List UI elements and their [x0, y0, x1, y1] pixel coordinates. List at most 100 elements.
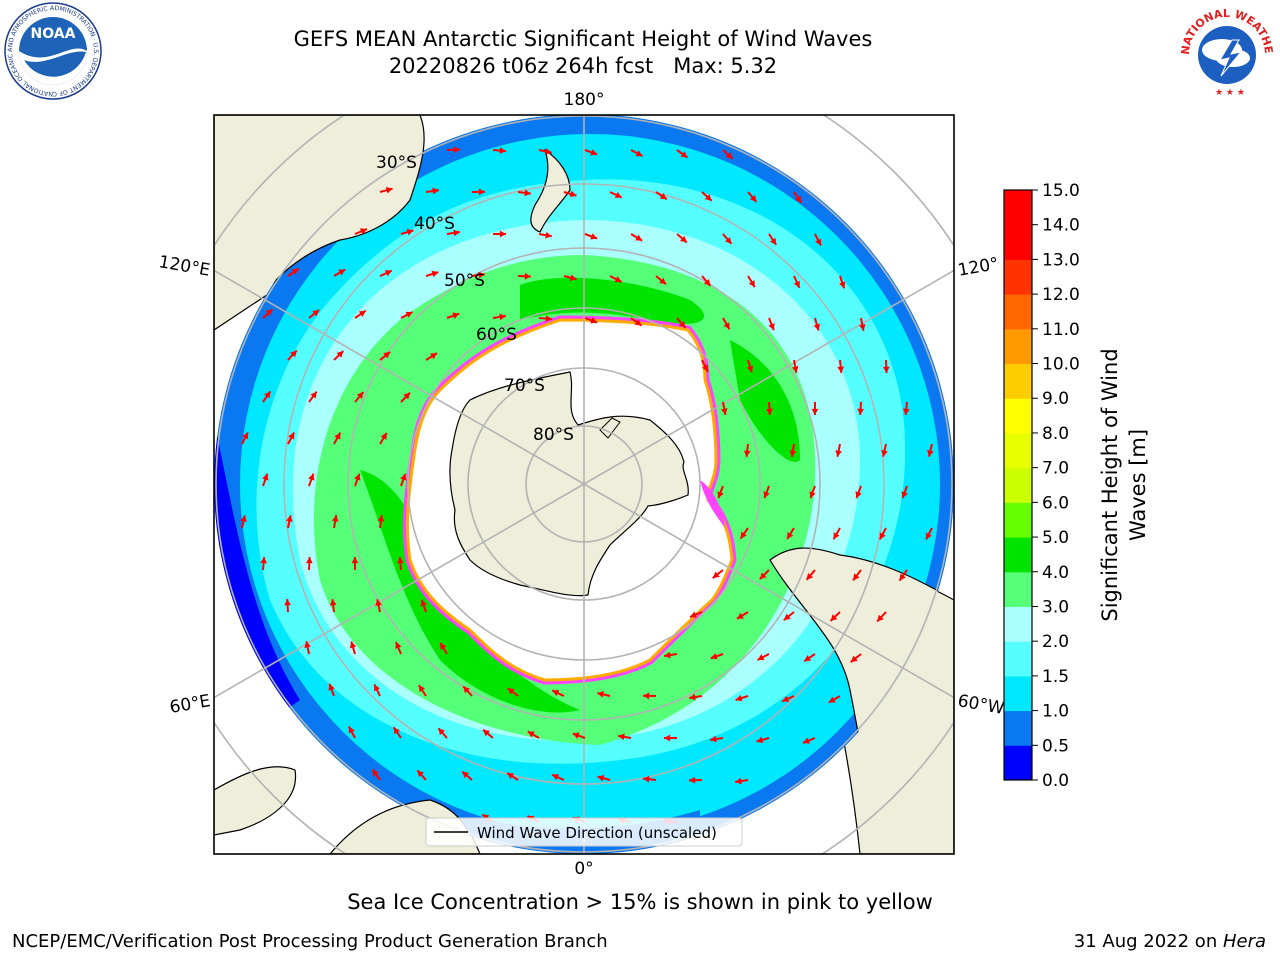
new-zealand — [530, 148, 571, 233]
wave-arrow-head — [499, 147, 506, 154]
wave-arrow-head — [835, 450, 842, 457]
wave-arrow-head — [462, 771, 469, 779]
wave-arrow-head — [710, 653, 718, 660]
wave-arrow-head — [524, 189, 531, 197]
wave-arrow-head — [717, 491, 724, 499]
colorbar-tick-label: 4.0 — [1042, 563, 1069, 583]
wave-arrow-head — [634, 319, 642, 326]
wave-arrow-head — [757, 654, 765, 661]
wave-arrow-head — [689, 611, 697, 618]
wave-arrow-head — [395, 642, 402, 649]
wave-arrow-head — [354, 473, 361, 481]
wave-arrow-head — [837, 366, 845, 373]
colorbar-cell — [1004, 224, 1032, 260]
wave-arrow-head — [850, 655, 858, 663]
wave-arrow-head — [420, 599, 427, 607]
wave-arrow-head — [590, 233, 598, 240]
wave-arrow-head — [507, 688, 515, 695]
wave-arrow-head — [740, 531, 747, 539]
wave-arrow-head — [590, 149, 598, 156]
colorbar-tick-label: 6.0 — [1042, 493, 1069, 513]
wave-arrow-head — [901, 491, 908, 499]
colorbar: 0.0 0.5 1.0 1.5 2.0 3.0 4.0 5.0 6.0 7.0 8.0 9.0 10.0… — [1003, 181, 1150, 791]
wave-arrow-head — [453, 146, 460, 154]
wave-arrow-head — [240, 515, 247, 523]
colorbar-cell — [1004, 710, 1032, 746]
wave-arrow-head — [328, 683, 335, 691]
wave-arrow-head — [768, 323, 775, 331]
wave-arrow-head — [544, 148, 552, 155]
wave-arrow-head — [507, 772, 515, 780]
wave-arrow-head — [710, 735, 717, 743]
wave-arrow-head — [380, 432, 387, 440]
colorbar-tick-label: 14.0 — [1042, 216, 1080, 236]
wave-arrow-head — [375, 599, 382, 606]
wave-arrow-head — [393, 727, 400, 735]
wave-arrow-head — [787, 532, 794, 540]
wave-arrow-head — [680, 151, 688, 158]
wave-arrow-head — [597, 691, 605, 698]
wave-arrow-head — [331, 515, 339, 522]
colorbar-tick-label: 0.5 — [1042, 736, 1069, 756]
colorbar-tick-label: 10.0 — [1042, 355, 1080, 375]
colorbar-cell — [1004, 432, 1032, 469]
wave-arrow-head — [527, 731, 535, 738]
lon-label-120e: 120°E — [157, 252, 211, 281]
wave-arrow-head — [545, 315, 552, 322]
wave-arrow-head — [791, 366, 799, 373]
wave-arrow-head — [735, 777, 742, 785]
wave-arrow-head — [329, 599, 337, 606]
wave-arrow-head — [702, 364, 709, 372]
wave-arrow-head — [795, 195, 802, 203]
colorbar-cell — [1004, 467, 1032, 503]
wave-arrow-head — [373, 684, 381, 692]
lat-label-40s: 40°S — [414, 214, 455, 234]
colorbar-tick-label: 1.5 — [1042, 667, 1069, 687]
wave-arrow-head — [483, 729, 490, 737]
wave-arrow-head — [723, 322, 730, 330]
wave-arrow-head — [664, 734, 671, 742]
colorbar-cell — [1004, 259, 1032, 295]
wave-arrow-head — [811, 408, 819, 415]
wave-arrow-head — [614, 276, 622, 283]
colorbar-tick-label: 12.0 — [1042, 285, 1080, 305]
wave-arrow-head — [881, 449, 888, 457]
wave-arrow-head — [855, 491, 862, 499]
wave-arrow-head — [440, 642, 447, 650]
wave-arrow-head — [304, 641, 311, 648]
wave-arrow-head — [308, 473, 315, 481]
wave-arrow-head — [806, 573, 814, 580]
lat-label-30s: 30°S — [376, 153, 417, 173]
wave-arrow-head — [351, 557, 359, 564]
wave-arrow-head — [286, 515, 293, 522]
wave-arrow-head — [802, 737, 810, 744]
sea-ice-note-text: Sea Ice Concentration > 15% is shown in … — [347, 890, 933, 914]
wave-arrow-head — [782, 695, 790, 702]
wave-arrow-head — [618, 733, 625, 741]
wave-arrow-head — [385, 186, 393, 194]
wave-arrow-head — [358, 310, 366, 317]
map-title: GEFS MEAN Antarctic Significant Height o… — [293, 27, 873, 51]
wave-arrow-head — [312, 309, 320, 317]
wave-arrow-head — [759, 572, 767, 580]
lon-label-60e: 60°E — [168, 691, 212, 718]
wave-arrow-head — [452, 312, 460, 319]
wave-arrow-head — [431, 270, 439, 278]
wave-arrow-head — [678, 321, 686, 328]
colorbar-cell — [1004, 294, 1032, 330]
colorbar-cell — [1004, 641, 1032, 677]
wave-arrow-head — [432, 187, 439, 195]
nws-logo: NATIONAL WEATHER SERVICE ★ ★ ★ — [1175, 0, 1275, 99]
wave-arrow-head — [756, 736, 764, 744]
wave-arrow-head — [348, 726, 355, 734]
wave-arrow-head — [712, 571, 720, 579]
lat-label-50s: 50°S — [444, 271, 485, 291]
wave-arrow-head — [288, 432, 295, 440]
wave-arrow-head — [338, 269, 346, 276]
wave-arrow-head — [704, 194, 712, 201]
wave-arrow-head — [689, 693, 696, 701]
colorbar-tick-label: 9.0 — [1042, 389, 1069, 409]
wave-arrow-head — [689, 776, 696, 784]
wave-arrow-head — [857, 408, 864, 415]
map-subtitle: 20220826 t06z 264h fcst Max: 5.32 — [388, 54, 778, 78]
